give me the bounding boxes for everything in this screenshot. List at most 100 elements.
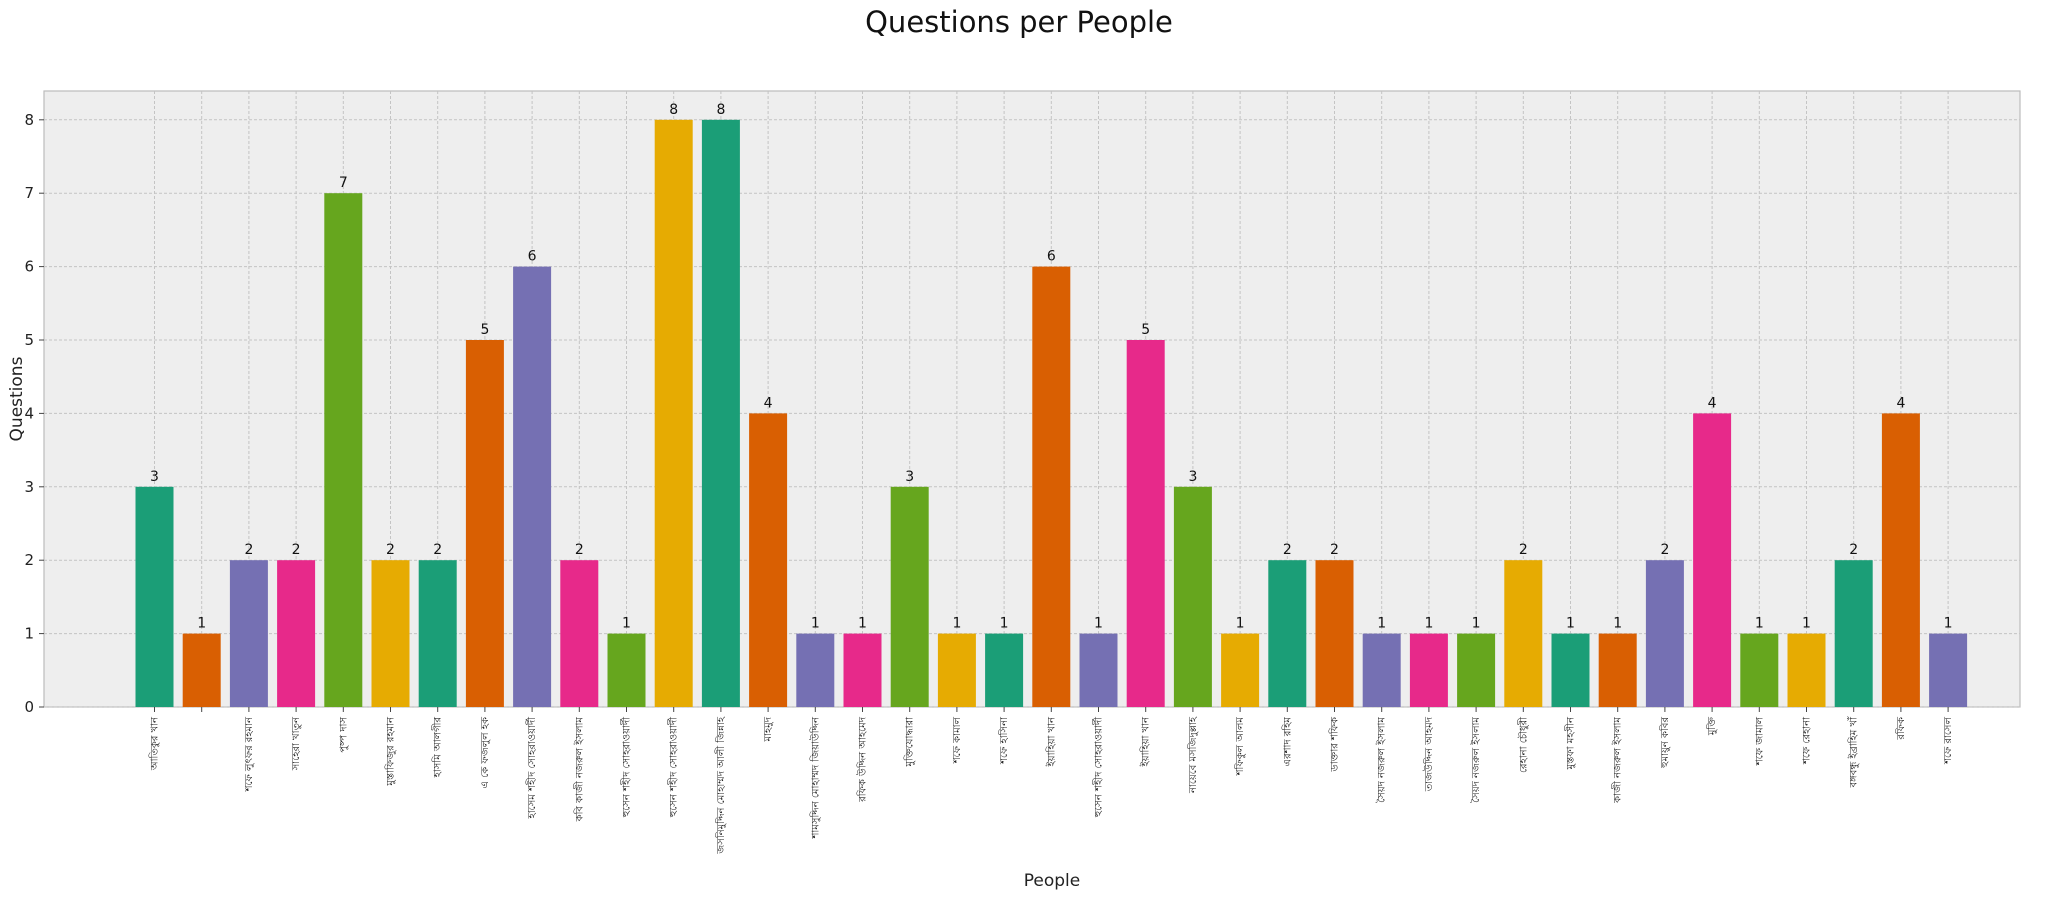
bar <box>1598 633 1637 707</box>
x-tick-label: মাহমুদ <box>763 716 774 742</box>
bar-value-label: 2 <box>1283 542 1292 558</box>
bar-value-label: 1 <box>1802 616 1811 632</box>
x-tick-label: হুসেন শহীদ সোহরাওয়ার্দী <box>620 717 633 818</box>
bar <box>1173 486 1212 707</box>
bar <box>1126 340 1165 707</box>
bar-value-label: 4 <box>1896 395 1905 411</box>
bar <box>1740 633 1779 707</box>
y-axis: 0 1 2 3 4 5 6 7 8 <box>24 111 44 716</box>
bar-value-label: 1 <box>1094 616 1103 632</box>
bar-value-label: 1 <box>1000 616 1009 632</box>
bar-value-label: 1 <box>622 616 631 632</box>
y-tick-label: 7 <box>24 184 34 202</box>
bar <box>1551 633 1590 707</box>
x-tick-label: ইয়াহিয়া খান <box>1045 716 1057 768</box>
bar <box>607 633 646 707</box>
x-tick-label: মুক্তিযোদ্ধারা <box>904 716 916 768</box>
bar-value-label: 6 <box>528 249 537 265</box>
bar <box>1834 560 1873 707</box>
bar-value-label: 1 <box>811 616 820 632</box>
bar <box>701 119 740 708</box>
bar-value-label: 5 <box>480 322 489 338</box>
bar <box>277 560 316 707</box>
x-tick-label: সাহেরা খাতুন <box>291 716 302 771</box>
bars <box>135 119 1968 708</box>
bar <box>796 633 835 707</box>
x-tick-label: শফে লুৎফর রহমান <box>244 716 255 792</box>
bar-value-label: 1 <box>1424 616 1433 632</box>
bar <box>749 413 788 707</box>
chart-title: Questions per People <box>865 5 1173 39</box>
bar <box>1929 633 1968 707</box>
x-tick-label: ডাক্তার শফিক <box>1329 716 1341 773</box>
bar <box>229 560 268 707</box>
bar <box>1268 560 1307 707</box>
bar-value-label: 2 <box>1330 542 1339 558</box>
y-tick-label: 6 <box>24 258 34 276</box>
bar <box>1457 633 1496 707</box>
x-tick-label: মুস্তাফিজুর রহমান <box>385 716 397 787</box>
bar <box>654 119 693 708</box>
bar <box>1221 633 1260 707</box>
x-tick-label: শামসুদ্দিন মোহাম্মদ জিয়াউদ্দিন <box>808 716 821 840</box>
x-tick-label: শফে হাসিনা <box>998 716 1010 765</box>
bar-value-label: 2 <box>575 542 584 558</box>
y-tick-label: 3 <box>24 478 34 496</box>
x-tick-label: শফে রেহানা <box>1802 716 1813 765</box>
bar <box>937 633 976 707</box>
bar <box>465 340 504 707</box>
bar <box>890 486 929 707</box>
x-tick-label: রফিক <box>1895 716 1907 741</box>
x-tick-label: শফিকুল আলম <box>1234 717 1246 777</box>
y-tick-label: 4 <box>24 404 34 422</box>
bar-value-label: 6 <box>1047 249 1056 265</box>
bar-value-label: 1 <box>1613 616 1622 632</box>
bar-value-label: 4 <box>764 395 773 411</box>
bar <box>1362 633 1401 707</box>
bar-value-label: 8 <box>669 102 678 118</box>
x-tick-label: তাজউদ্দিন আহমদ <box>1422 716 1435 792</box>
bar-value-label: 1 <box>1944 616 1953 632</box>
bar <box>371 560 410 707</box>
bar-value-label: 2 <box>1519 542 1528 558</box>
y-tick-label: 1 <box>24 625 34 643</box>
bar-value-label: 3 <box>150 469 159 485</box>
x-tick-label: ইয়াহিয়া খান <box>1140 716 1152 768</box>
x-tick-label: মুক্তি <box>1706 717 1718 736</box>
x-tick-label: শফে রাসেল <box>1943 716 1954 764</box>
bar <box>560 560 599 707</box>
bar-value-label: 1 <box>1566 616 1575 632</box>
bar-value-label: 2 <box>244 542 253 558</box>
bar-value-label: 1 <box>1472 616 1481 632</box>
bar <box>1504 560 1543 707</box>
bar <box>1079 633 1118 707</box>
x-tick-label: রেহানা চৌধুরী <box>1516 717 1529 773</box>
bar <box>1881 413 1920 707</box>
y-tick-label: 8 <box>24 111 34 129</box>
x-axis: আতিকুর খান শফে লুৎফর রহমান সাহেরা খাতুন পুষ… <box>149 707 1954 855</box>
bar-value-label: 8 <box>716 102 725 118</box>
bar <box>1787 633 1826 707</box>
x-tick-label: নায়েবে মসজিদুল্লাহ <box>1187 716 1199 794</box>
bar-value-label: 1 <box>1755 616 1764 632</box>
x-tick-label: হাসমি আলগীর <box>431 717 444 779</box>
bar-value-label: 2 <box>292 542 301 558</box>
x-tick-label: হাসেম শহীদ সোহরাওয়ার্দী <box>525 717 538 820</box>
bar-value-label: 2 <box>1660 542 1669 558</box>
y-tick-label: 2 <box>24 551 34 569</box>
bar-value-label: 4 <box>1708 395 1717 411</box>
x-tick-label: হুমায়ুন কবির <box>1659 717 1671 769</box>
x-tick-label: সৈয়দ নজরুল ইসলাম <box>1470 717 1482 803</box>
x-tick-label: হুসেন শহীদ সোহরাওয়ার্দী <box>667 717 680 818</box>
x-tick-label: আতিকুর খান <box>149 716 161 771</box>
x-tick-label: কবি কাজী নজরুল ইসলাম <box>572 717 585 823</box>
bar <box>182 633 221 707</box>
bar <box>135 486 174 707</box>
bar-value-label: 3 <box>905 469 914 485</box>
bar-value-label: 2 <box>433 542 442 558</box>
y-tick-label: 5 <box>24 331 34 349</box>
bar <box>985 633 1024 707</box>
y-axis-label: Questions <box>7 356 27 441</box>
